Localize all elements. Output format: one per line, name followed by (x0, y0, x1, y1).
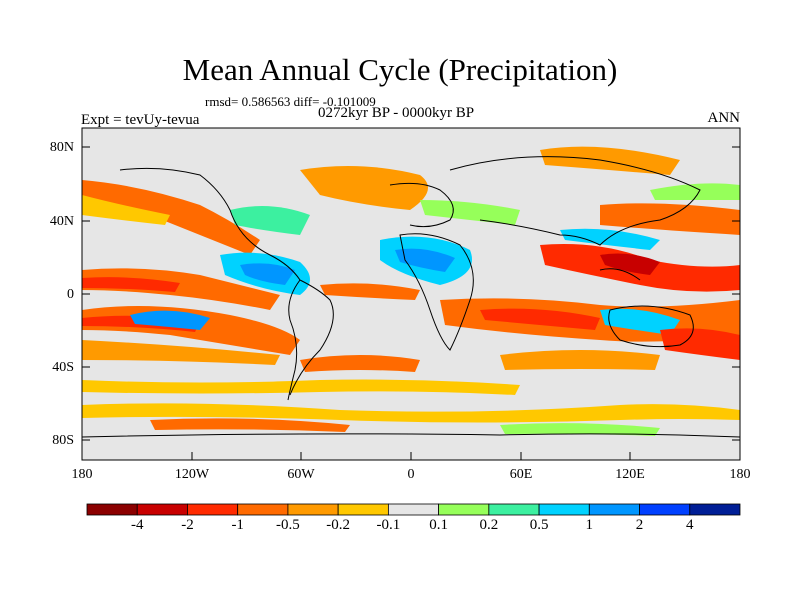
colorbar-swatch (187, 503, 239, 516)
precip-field (82, 128, 740, 460)
colorbar-swatch (86, 503, 138, 516)
y-tick-label: 80N (49, 140, 74, 155)
y-tick-label: 40S (52, 360, 74, 375)
colorbar-label: -2 (181, 517, 194, 533)
colorbar-swatch (136, 503, 188, 516)
colorbar (86, 503, 741, 516)
x-tick-label: 180 (71, 467, 93, 482)
colorbar-swatch (287, 503, 339, 516)
colorbar-swatch (538, 503, 590, 516)
y-tick-label: 0 (67, 287, 74, 302)
colorbar-label: -0.5 (276, 517, 300, 533)
y-axis-ticks (82, 146, 740, 441)
colorbar-swatch (237, 503, 289, 516)
colorbar-swatch (337, 503, 389, 516)
coastlines (82, 156, 740, 438)
colorbar-label: -1 (231, 517, 244, 533)
x-tick-label: 60W (287, 467, 315, 482)
colorbar-swatch (387, 503, 440, 516)
map-title: Mean Annual Cycle (Precipitation) (182, 52, 618, 87)
colorbar-swatch (639, 503, 691, 516)
season-label: ANN (707, 110, 741, 126)
colorbar-swatch (488, 503, 540, 516)
x-axis-ticks (81, 452, 741, 460)
colorbar-label: -0.1 (376, 517, 401, 533)
colorbar-label: 0.2 (479, 517, 499, 533)
period-text: 0272kyr BP - 0000kyr BP (318, 105, 475, 121)
colorbar-label: 2 (635, 517, 644, 533)
colorbar-swatch (588, 503, 640, 516)
colorbar-label: 0.5 (529, 517, 549, 533)
experiment-label: Expt = tevUy-tevua (81, 112, 200, 128)
colorbar-label: -0.2 (326, 517, 351, 533)
stats-text: rmsd= 0.586563 diff= -0.101009 (205, 94, 376, 109)
x-tick-label: 120W (174, 467, 210, 482)
colorbar-swatch (689, 503, 741, 516)
colorbar-label: -4 (130, 517, 144, 533)
colorbar-label: 0.1 (429, 517, 448, 533)
x-tick-label: 120E (615, 467, 645, 482)
colorbar-label: 4 (686, 517, 694, 533)
colorbar-label: 1 (585, 517, 594, 533)
colorbar-swatch (438, 503, 490, 516)
x-tick-label: 60E (509, 467, 533, 482)
y-tick-label: 80S (52, 433, 74, 448)
y-tick-label: 40N (49, 214, 74, 229)
x-tick-label: 180 (729, 467, 751, 482)
x-tick-label: 0 (407, 467, 415, 482)
